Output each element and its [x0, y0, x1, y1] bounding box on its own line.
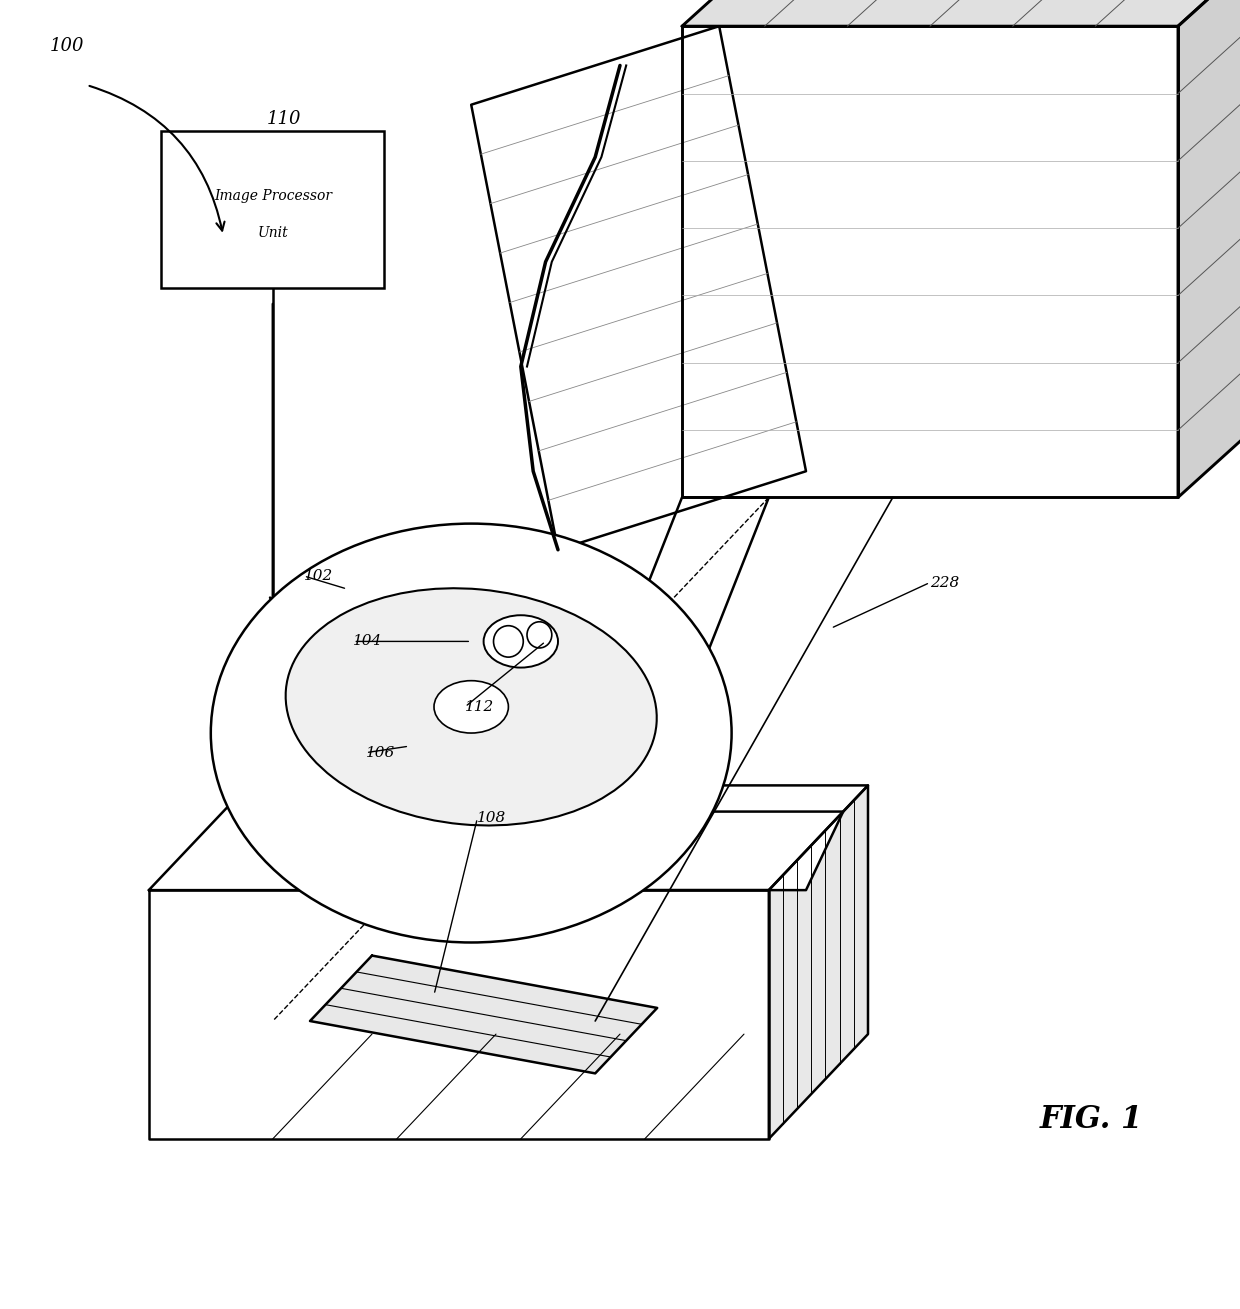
- Polygon shape: [149, 785, 868, 890]
- Circle shape: [494, 626, 523, 657]
- Text: 102: 102: [304, 569, 334, 583]
- Text: 110: 110: [267, 110, 301, 128]
- Polygon shape: [471, 26, 806, 550]
- FancyArrowPatch shape: [89, 86, 224, 230]
- Text: 106: 106: [366, 746, 396, 759]
- Ellipse shape: [484, 615, 558, 668]
- Text: 100: 100: [50, 37, 84, 55]
- Bar: [161, 131, 384, 288]
- Polygon shape: [521, 812, 843, 890]
- Polygon shape: [682, 26, 1178, 497]
- Text: 228: 228: [930, 576, 960, 589]
- Polygon shape: [149, 890, 769, 1139]
- Ellipse shape: [211, 524, 732, 942]
- Text: 112: 112: [465, 700, 495, 713]
- Text: Image Processor: Image Processor: [213, 190, 332, 203]
- Text: FIG. 1: FIG. 1: [1039, 1103, 1143, 1135]
- Polygon shape: [310, 956, 657, 1073]
- Text: Unit: Unit: [258, 226, 288, 240]
- Polygon shape: [558, 497, 769, 812]
- Text: 104: 104: [353, 635, 383, 648]
- Polygon shape: [769, 785, 868, 1139]
- Text: 108: 108: [477, 812, 507, 825]
- Polygon shape: [682, 0, 1240, 26]
- Ellipse shape: [285, 588, 657, 826]
- Polygon shape: [1178, 0, 1240, 497]
- Circle shape: [527, 622, 552, 648]
- Ellipse shape: [434, 681, 508, 733]
